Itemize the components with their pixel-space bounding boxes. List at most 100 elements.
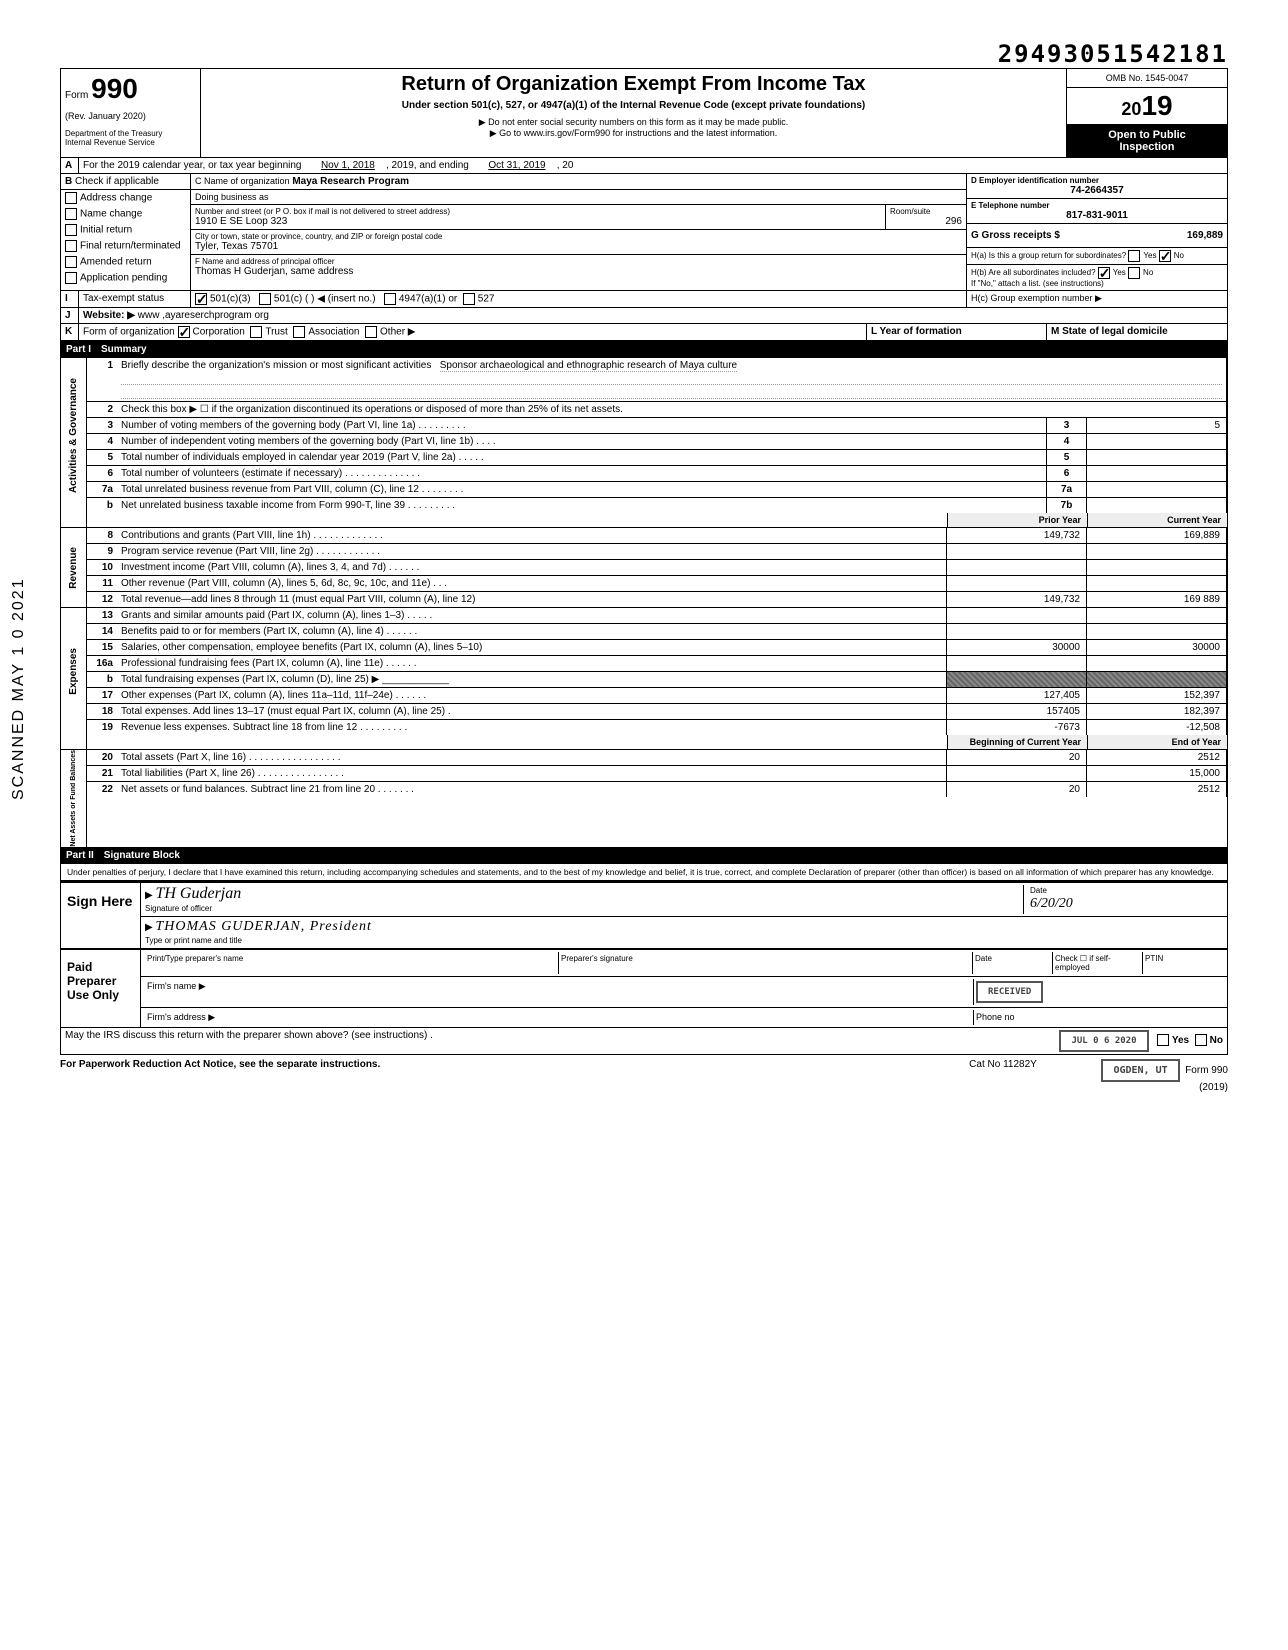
l15-py: 30000 [946,640,1086,655]
chk-4947[interactable] [384,293,396,305]
l4-text: Number of independent voting members of … [117,434,1046,449]
chk-hb-no[interactable] [1128,267,1140,279]
chk-amended[interactable] [65,256,77,268]
cat-no: Cat No 11282Y [928,1059,1078,1093]
org-name: Maya Research Program [292,176,409,187]
chk-501c[interactable] [259,293,271,305]
opt-501c3: 501(c)(3) [210,294,251,305]
line-a: A For the 2019 calendar year, or tax yea… [60,158,1228,174]
e-label: E Telephone number [971,201,1223,210]
i-label: Tax-exempt status [79,291,191,307]
l15-text: Salaries, other compensation, employee b… [117,640,946,655]
k-other: Other ▶ [380,327,415,338]
l5-num: 5 [87,450,117,465]
chk-app-pending[interactable] [65,272,77,284]
top-document-number: 29493051542181 [60,40,1228,68]
l22-cy: 2512 [1086,782,1226,797]
l21-num: 21 [87,766,117,781]
l19-num: 19 [87,720,117,735]
l21-text: Total liabilities (Part X, line 26) . . … [117,766,946,781]
gross-receipts: 169,889 [1187,230,1223,241]
website-value: www ,ayareserchprogram org [138,310,269,321]
chk-discuss-no[interactable] [1195,1034,1207,1046]
l7b-text: Net unrelated business taxable income fr… [117,498,1046,513]
chk-501c3[interactable] [195,293,207,305]
city-label: City or town, state or province, country… [195,232,962,241]
prep-ptin: PTIN [1143,952,1223,974]
officer-label: F Name and address of principal officer [195,257,962,266]
l18-text: Total expenses. Add lines 13–17 (must eq… [117,704,946,719]
firm-name-label: Firm's name ▶ [145,979,973,1005]
chk-assoc[interactable] [293,326,305,338]
ein-value: 74-2664357 [971,185,1223,196]
b-item-3: Final return/terminated [80,241,181,252]
hb-no: No [1143,268,1153,277]
form-note2: ▶ Go to www.irs.gov/Form990 for instruct… [209,128,1058,139]
pra-notice: For Paperwork Reduction Act Notice, see … [60,1059,928,1093]
prep-sig-label: Preparer's signature [559,952,973,974]
l16b-shaded1 [946,672,1086,687]
paid-preparer-label: Paid Preparer Use Only [61,950,141,1027]
hb-yes: Yes [1113,268,1126,277]
sig-label: Signature of officer [145,904,212,913]
chk-discuss-yes[interactable] [1157,1034,1169,1046]
l9-text: Program service revenue (Part VIII, line… [117,544,946,559]
street-label: Number and street (or P O. box if mail i… [195,207,881,216]
chk-trust[interactable] [250,326,262,338]
form-footer: Form 990 (2019) [1185,1065,1228,1093]
insert-no: ) ◀ (insert no.) [311,294,375,305]
chk-527[interactable] [463,293,475,305]
officer-name-typed: THOMAS GUDERJAN, President [155,919,371,934]
l19-cy: -12,508 [1086,720,1226,735]
tax-year-end: Oct 31, 2019 [488,160,545,171]
l5-box: 5 [1046,450,1086,465]
chk-name-change[interactable] [65,208,77,220]
side-net-assets: Net Assets or Fund Balances [70,750,77,847]
l17-cy: 152,397 [1086,688,1226,703]
l19-py: -7673 [946,720,1086,735]
chk-other[interactable] [365,326,377,338]
side-governance: Activities & Governance [68,378,79,493]
chk-hb-yes[interactable] [1098,267,1110,279]
l7b-num: b [87,498,117,513]
chk-corp[interactable] [178,326,190,338]
chk-address-change[interactable] [65,192,77,204]
omb-number: OMB No. 1545-0047 [1067,69,1227,88]
l20-cy: 2512 [1086,750,1226,765]
phone-value: 817-831-9011 [971,210,1223,221]
date-label: Date [1030,886,1047,895]
dba-label: Doing business as [191,190,966,205]
discuss-question: May the IRS discuss this return with the… [65,1030,433,1041]
line-a-tail: , 20 [557,160,574,171]
l18-num: 18 [87,704,117,719]
l16b-text: Total fundraising expenses (Part IX, col… [117,672,946,687]
l16a-num: 16a [87,656,117,671]
current-year-hdr: Current Year [1087,513,1227,527]
received-stamp: RECEIVED [976,981,1043,1003]
l6-text: Total number of volunteers (estimate if … [117,466,1046,481]
hb-note: If "No," attach a list. (see instruction… [971,279,1223,288]
chk-ha-yes[interactable] [1128,250,1140,262]
prep-name-label: Print/Type preparer's name [145,952,559,974]
form-note1: ▶ Do not enter social security numbers o… [209,117,1058,128]
prep-date-label: Date [973,952,1053,974]
b-label: Check if applicable [75,176,159,187]
perjury-text: Under penalties of perjury, I declare th… [60,864,1228,881]
l1-value: Sponsor archaeological and ethnographic … [440,360,737,372]
g-label: G Gross receipts $ [971,230,1060,241]
l11-text: Other revenue (Part VIII, column (A), li… [117,576,946,591]
prep-self-emp: Check ☐ if self-employed [1053,952,1143,974]
b-item-0: Address change [80,193,152,204]
l12-num: 12 [87,592,117,607]
chk-initial-return[interactable] [65,224,77,236]
l5-text: Total number of individuals employed in … [117,450,1046,465]
part1-title: Summary [101,344,147,355]
name-title-label: Type or print name and title [145,936,242,945]
side-expenses: Expenses [68,648,79,695]
j-label: Website: ▶ [83,310,135,321]
l6-num: 6 [87,466,117,481]
chk-ha-no[interactable] [1159,250,1171,262]
sign-here-block: Sign Here ▶ TH GuderjanSignature of offi… [60,881,1228,949]
l3-value: 5 [1086,418,1226,433]
chk-final-return[interactable] [65,240,77,252]
